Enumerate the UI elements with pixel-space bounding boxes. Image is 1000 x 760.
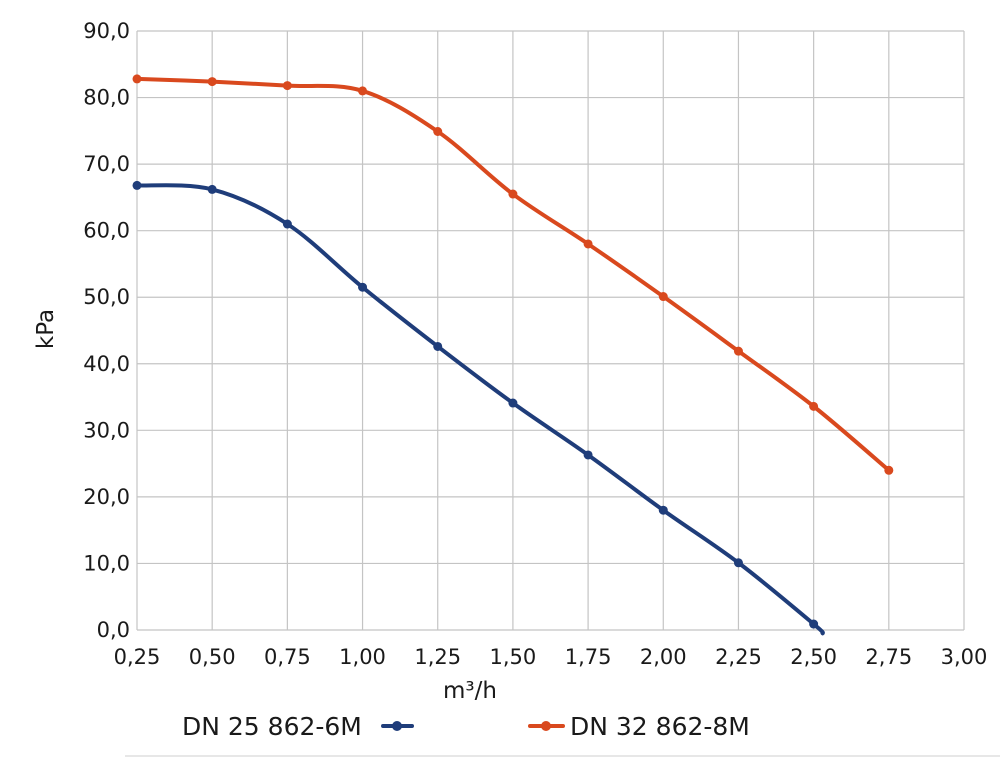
x-tick-label: 2,25 <box>715 645 762 669</box>
y-tick-label: 60,0 <box>83 219 130 243</box>
data-point <box>358 86 368 96</box>
y-tick-label: 40,0 <box>83 352 130 376</box>
x-tick-label: 2,50 <box>790 645 837 669</box>
data-point <box>508 189 518 199</box>
data-point <box>132 180 142 190</box>
y-tick-label: 50,0 <box>83 285 130 309</box>
data-point <box>207 77 217 87</box>
y-tick-label: 10,0 <box>83 551 130 575</box>
data-point <box>433 126 443 136</box>
data-point <box>207 184 217 194</box>
x-tick-label: 0,75 <box>264 645 311 669</box>
data-point <box>809 401 819 411</box>
x-tick-label: 1,25 <box>414 645 461 669</box>
x-tick-label: 0,50 <box>189 645 236 669</box>
x-tick-labels: 0,25 0,50 0,75 1,00 1,25 1,50 1,75 2,00 2,25 2,50… <box>114 645 988 669</box>
data-point <box>733 346 743 356</box>
y-tick-label: 80,0 <box>83 86 130 110</box>
x-tick-label: 0,25 <box>114 645 161 669</box>
data-point <box>583 239 593 249</box>
data-point <box>733 558 743 568</box>
y-tick-labels: 0,0 10,0 20,0 30,0 40,0 50,0 60,0 70,0 80,0 90,0 <box>83 19 130 642</box>
x-tick-label: 2,00 <box>640 645 687 669</box>
x-axis-label: m³/h <box>443 678 497 704</box>
legend-label: DN 25 862-6M <box>182 712 362 741</box>
x-tick-label: 1,00 <box>339 645 386 669</box>
series-points <box>132 74 894 629</box>
x-tick-label: 1,75 <box>565 645 612 669</box>
data-point <box>884 465 894 475</box>
data-point <box>658 292 668 302</box>
legend-swatch-marker <box>392 721 402 731</box>
data-point <box>508 398 518 408</box>
y-axis-label: kPa <box>33 309 59 349</box>
x-tick-label: 1,50 <box>490 645 537 669</box>
data-point <box>132 74 142 84</box>
y-tick-label: 70,0 <box>83 152 130 176</box>
data-point <box>282 81 292 91</box>
data-point <box>583 450 593 460</box>
series-line-2 <box>135 76 891 473</box>
legend-label: DN 32 862-8M <box>570 712 750 741</box>
data-point <box>433 341 443 351</box>
y-tick-label: 30,0 <box>83 418 130 442</box>
legend-swatch-marker <box>541 721 551 731</box>
data-point <box>282 219 292 229</box>
grid <box>136 30 965 631</box>
x-tick-label: 2,75 <box>865 645 912 669</box>
data-point <box>658 505 668 515</box>
data-point <box>358 282 368 292</box>
y-tick-label: 90,0 <box>83 19 130 43</box>
x-tick-label: 3,00 <box>941 645 988 669</box>
legend: DN 25 862-6M DN 32 862-8M <box>182 712 750 741</box>
y-tick-label: 20,0 <box>83 485 130 509</box>
data-point <box>809 619 819 629</box>
series-line-1 <box>135 183 825 636</box>
y-tick-label: 0,0 <box>97 618 130 642</box>
